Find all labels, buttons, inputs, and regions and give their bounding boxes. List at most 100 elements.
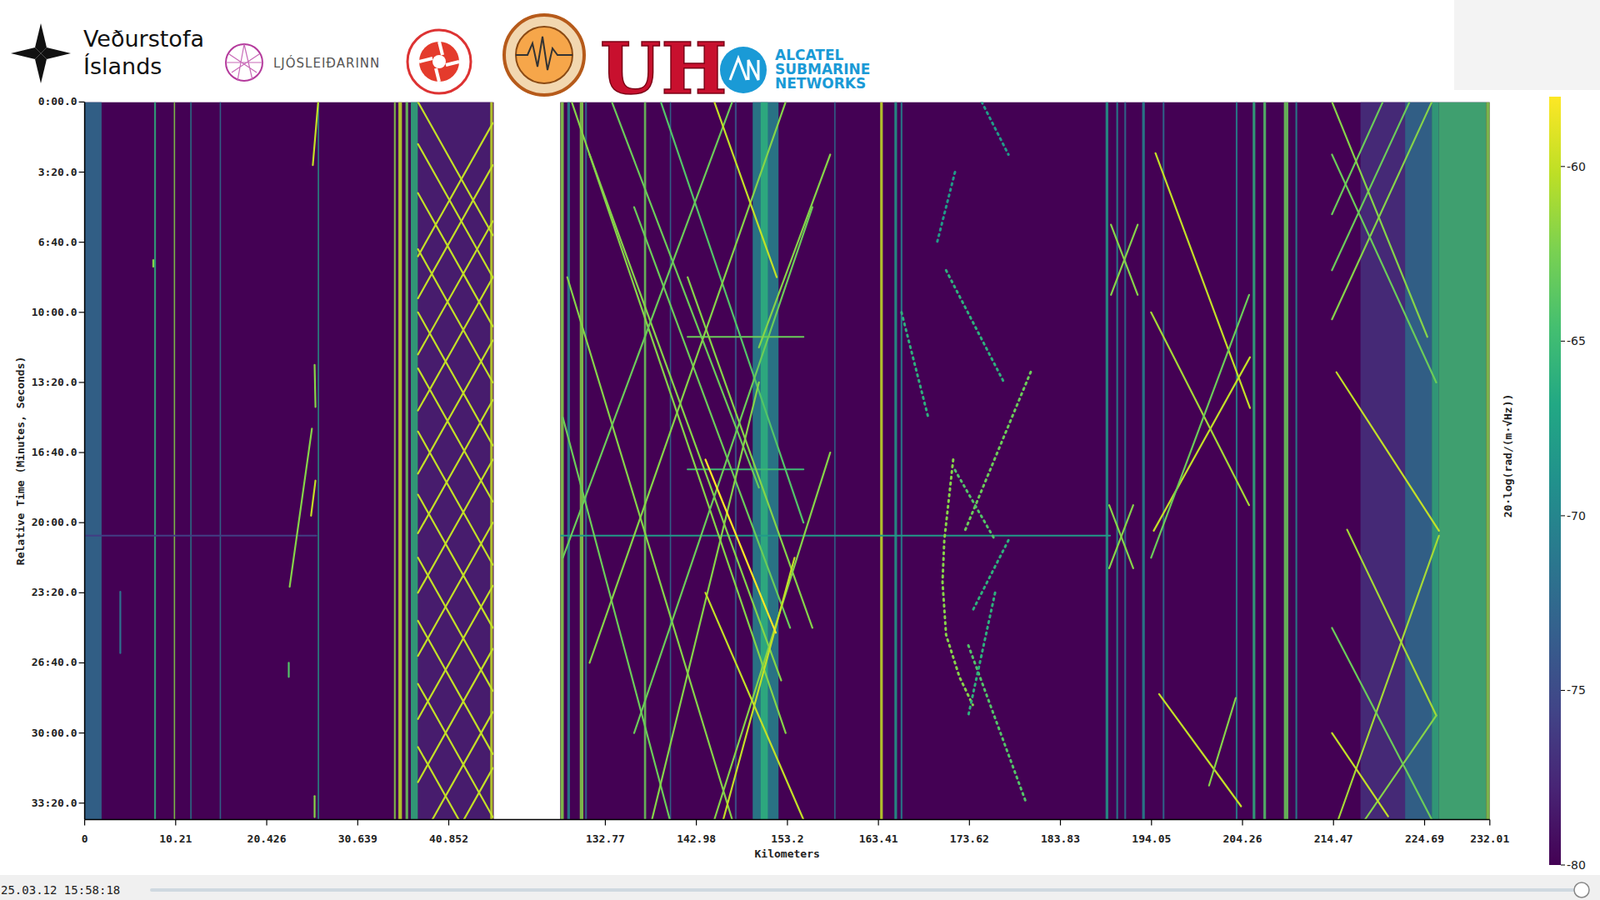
track [981,101,1009,155]
colorbar-tick [1560,340,1565,342]
track [590,155,782,681]
x-tick [1424,820,1425,826]
slider-knob[interactable] [1574,882,1590,898]
band [1405,101,1432,820]
y-tick [79,381,85,383]
band [760,101,769,820]
band [560,101,565,820]
x-tick-label: 194.05 [1131,832,1171,845]
band [834,101,836,820]
y-tick-label: 33:20.0 [31,796,78,810]
y-tick-label: 16:40.0 [31,445,78,459]
track [418,400,494,534]
band [1142,101,1145,820]
icon-part [504,15,585,95]
band [410,101,419,820]
track [85,535,317,537]
x-tick [1241,820,1243,826]
track [418,711,494,845]
ljosleidarinn-icon [225,44,263,81]
band [1235,101,1238,820]
track [1209,698,1236,786]
logo-text: LJÓSLEIÐARINN [273,55,380,71]
band [1295,101,1298,820]
track [313,795,315,817]
x-tick [1333,820,1335,826]
band [398,101,402,820]
y-tick-label: 6:40.0 [38,235,78,249]
x-tick-label: 20.426 [247,832,287,845]
track [1336,372,1440,531]
band [220,101,222,820]
track [418,193,494,327]
x-tick-label: 0 [81,832,89,845]
band [1105,101,1109,820]
track [705,592,805,820]
track [714,452,830,820]
track [955,470,995,540]
track [418,144,494,278]
track [312,101,318,165]
colorbar-tick-label: -65 [1566,334,1586,348]
track [901,312,929,418]
icon-part [35,23,47,54]
track [287,662,290,677]
track [418,220,494,355]
x-tick-label: 163.41 [859,832,899,845]
logo-text: UH [600,27,728,110]
track [418,312,494,446]
band [567,101,570,820]
x-tick-label: 232.01 [1470,832,1510,845]
icon-part [40,47,71,60]
band [154,101,156,820]
track [634,207,813,734]
x-tick [1150,820,1152,826]
x-tick [695,820,697,826]
track [759,155,831,348]
track [418,557,494,691]
track [1110,225,1138,295]
band [585,101,587,820]
track [119,591,121,654]
y-tick-label: 0:00.0 [38,95,78,108]
colorbar-tick-label: -70 [1566,509,1586,523]
y-tick-label: 3:20.0 [38,165,78,179]
track [687,335,804,338]
track [290,428,313,587]
x-tick [84,820,85,826]
band [1263,101,1266,820]
band [1252,101,1255,820]
track [1347,530,1437,716]
track [567,277,733,820]
band [900,101,903,820]
y-tick-label: 26:40.0 [31,655,78,669]
track [310,480,315,516]
band [580,101,584,820]
y-tick-label: 13:20.0 [31,375,78,389]
icon-part [407,30,471,94]
track [152,260,155,267]
track [1331,101,1410,270]
logo-text: Íslands [83,53,162,80]
seismology-seal [504,15,585,95]
band [1485,101,1490,820]
band [880,101,883,820]
x-tick-label: 183.83 [1040,832,1080,845]
track [1365,715,1437,820]
x-tick [878,820,880,826]
x-tick-label: 214.47 [1314,832,1354,845]
track [968,592,995,715]
icon-part [432,55,446,69]
band [644,101,647,820]
y-tick-label: 20:00.0 [31,515,78,529]
colorbar-tick-label: -80 [1566,858,1586,872]
x-tick-label: 132.77 [585,832,625,845]
x-tick-label: 224.69 [1405,832,1445,845]
band [1439,101,1487,820]
x-tick [1060,820,1061,826]
time-slider [151,888,1575,892]
x-tick [357,820,359,826]
track [964,371,1031,534]
band [1284,101,1289,820]
icon-part [515,26,573,84]
